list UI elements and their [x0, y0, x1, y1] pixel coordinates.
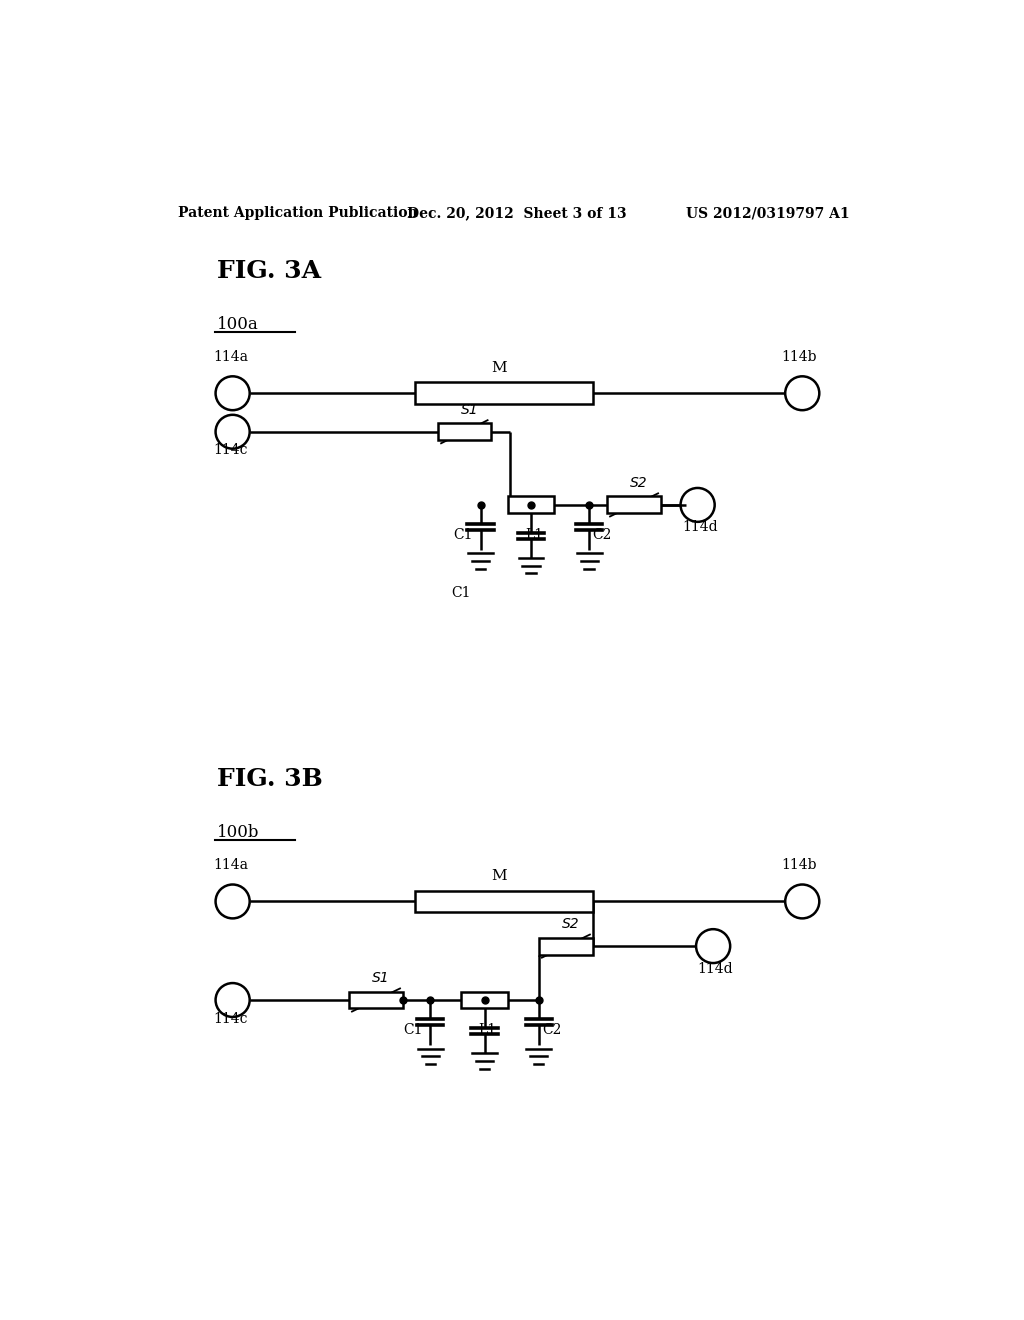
Text: M: M: [492, 869, 507, 883]
Text: 114b: 114b: [781, 858, 817, 873]
Bar: [508, 496, 554, 513]
Text: C1: C1: [454, 528, 473, 543]
Text: 114a: 114a: [213, 858, 248, 873]
Text: FIG. 3A: FIG. 3A: [217, 259, 322, 282]
Bar: [415, 891, 593, 912]
Text: FIG. 3B: FIG. 3B: [217, 767, 323, 791]
Text: 114b: 114b: [781, 350, 817, 364]
Text: 114a: 114a: [213, 350, 248, 364]
Text: C1: C1: [452, 586, 471, 599]
Text: L1: L1: [524, 528, 543, 543]
Text: S1: S1: [461, 403, 478, 417]
Text: M: M: [492, 360, 507, 375]
Bar: [607, 496, 662, 513]
Bar: [539, 937, 593, 954]
Bar: [415, 383, 593, 404]
Text: 100b: 100b: [217, 825, 260, 841]
Bar: [349, 991, 403, 1008]
Bar: [438, 424, 490, 441]
Text: C2: C2: [542, 1023, 561, 1038]
Text: 114d: 114d: [682, 520, 718, 535]
Text: 114c: 114c: [213, 1011, 248, 1026]
Text: C2: C2: [592, 528, 611, 543]
Text: 114d: 114d: [697, 961, 733, 975]
Text: Patent Application Publication: Patent Application Publication: [178, 206, 418, 220]
Text: 114c: 114c: [213, 444, 248, 457]
Text: US 2012/0319797 A1: US 2012/0319797 A1: [686, 206, 850, 220]
Text: S2: S2: [630, 477, 648, 490]
Text: S2: S2: [562, 917, 580, 932]
Text: 100a: 100a: [217, 317, 259, 333]
Bar: [461, 991, 508, 1008]
Text: S1: S1: [372, 972, 390, 985]
Text: L1: L1: [478, 1023, 497, 1038]
Text: C1: C1: [403, 1023, 423, 1038]
Text: Dec. 20, 2012  Sheet 3 of 13: Dec. 20, 2012 Sheet 3 of 13: [407, 206, 627, 220]
